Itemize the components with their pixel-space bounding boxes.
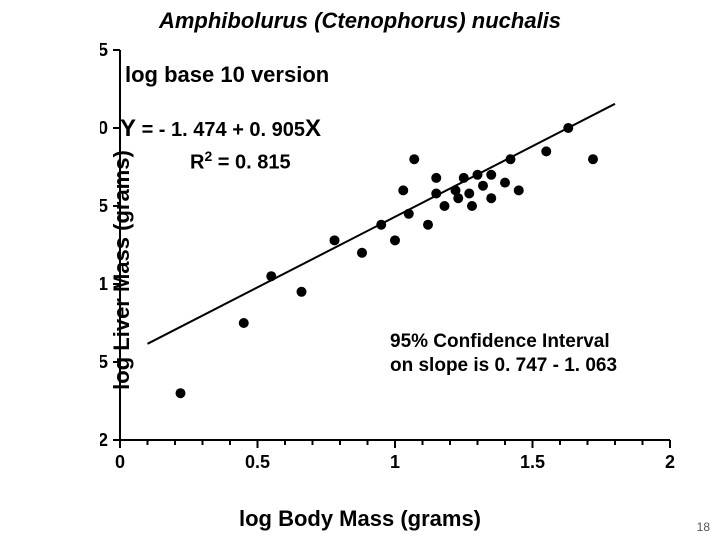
page-number: 18	[697, 520, 710, 534]
svg-text:-2: -2	[100, 430, 108, 450]
svg-text:1: 1	[390, 452, 400, 472]
svg-text:0.5: 0.5	[245, 452, 270, 472]
scatter-plot: -2 -1.5 -1 -0.5 0 0.5 0 0.5 1 1.5 2	[100, 40, 680, 480]
svg-text:-1: -1	[100, 274, 108, 294]
svg-text:2: 2	[665, 452, 675, 472]
svg-text:-0.5: -0.5	[100, 196, 108, 216]
svg-text:1.5: 1.5	[520, 452, 545, 472]
svg-text:0: 0	[115, 452, 125, 472]
svg-text:0.5: 0.5	[100, 40, 108, 60]
chart-title: Amphibolurus (Ctenophorus) nuchalis	[0, 8, 720, 34]
svg-text:-1.5: -1.5	[100, 352, 108, 372]
svg-text:0: 0	[100, 118, 108, 138]
x-axis-label: log Body Mass (grams)	[0, 506, 720, 532]
